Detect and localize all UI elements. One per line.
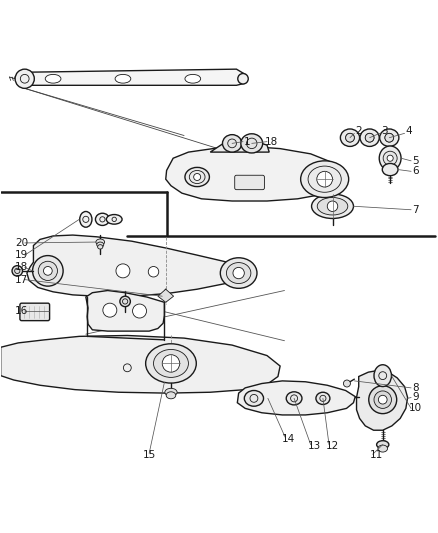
Text: 4: 4 xyxy=(406,126,412,136)
Circle shape xyxy=(103,303,117,317)
Ellipse shape xyxy=(317,198,348,215)
Polygon shape xyxy=(237,381,355,415)
Ellipse shape xyxy=(106,215,122,224)
Ellipse shape xyxy=(382,164,398,176)
Circle shape xyxy=(374,391,392,408)
Ellipse shape xyxy=(97,242,104,247)
Text: 17: 17 xyxy=(15,274,28,285)
FancyBboxPatch shape xyxy=(235,175,265,190)
Ellipse shape xyxy=(316,392,330,405)
Text: 12: 12 xyxy=(326,440,339,450)
Ellipse shape xyxy=(12,265,22,276)
Ellipse shape xyxy=(96,239,105,245)
Ellipse shape xyxy=(383,151,397,165)
Ellipse shape xyxy=(223,135,242,152)
Text: 16: 16 xyxy=(15,306,28,316)
Circle shape xyxy=(38,261,57,280)
Ellipse shape xyxy=(115,75,131,83)
Ellipse shape xyxy=(380,129,399,147)
Ellipse shape xyxy=(365,133,374,142)
Circle shape xyxy=(162,354,180,372)
Text: 2: 2 xyxy=(355,126,362,136)
Circle shape xyxy=(43,266,52,275)
Ellipse shape xyxy=(379,146,401,171)
Text: 13: 13 xyxy=(307,440,321,450)
Polygon shape xyxy=(27,69,245,85)
Circle shape xyxy=(369,386,397,414)
Circle shape xyxy=(148,266,159,277)
Circle shape xyxy=(194,174,201,181)
Ellipse shape xyxy=(378,445,388,452)
Circle shape xyxy=(133,304,147,318)
Circle shape xyxy=(317,171,332,187)
Ellipse shape xyxy=(340,129,360,147)
Ellipse shape xyxy=(153,350,188,377)
Circle shape xyxy=(343,380,350,387)
Ellipse shape xyxy=(374,365,392,386)
Text: 5: 5 xyxy=(412,156,419,166)
Ellipse shape xyxy=(300,161,349,198)
Text: 20: 20 xyxy=(15,238,28,248)
Text: 1: 1 xyxy=(244,137,251,147)
Ellipse shape xyxy=(98,245,103,249)
Polygon shape xyxy=(166,147,341,201)
Ellipse shape xyxy=(165,389,177,396)
Text: 3: 3 xyxy=(381,126,387,136)
FancyBboxPatch shape xyxy=(20,303,49,321)
Circle shape xyxy=(327,201,338,212)
Text: 18: 18 xyxy=(265,137,278,147)
Ellipse shape xyxy=(166,392,176,399)
Ellipse shape xyxy=(15,69,34,88)
Text: 11: 11 xyxy=(370,450,383,460)
Polygon shape xyxy=(357,370,408,430)
Polygon shape xyxy=(1,335,280,393)
Ellipse shape xyxy=(377,441,389,449)
Ellipse shape xyxy=(220,258,257,288)
Ellipse shape xyxy=(80,212,92,227)
Circle shape xyxy=(32,256,63,286)
Text: 14: 14 xyxy=(282,434,296,444)
Polygon shape xyxy=(210,140,269,152)
Ellipse shape xyxy=(360,129,379,147)
Text: 9: 9 xyxy=(412,392,419,402)
Circle shape xyxy=(378,395,387,404)
Ellipse shape xyxy=(241,134,263,153)
Ellipse shape xyxy=(185,75,201,83)
Circle shape xyxy=(238,74,248,84)
Ellipse shape xyxy=(244,391,264,406)
Circle shape xyxy=(233,268,244,279)
Text: 19: 19 xyxy=(15,250,28,260)
Text: 7: 7 xyxy=(412,205,419,215)
Polygon shape xyxy=(27,235,252,296)
Polygon shape xyxy=(158,289,173,302)
Circle shape xyxy=(387,155,393,161)
Circle shape xyxy=(116,264,130,278)
Ellipse shape xyxy=(185,167,209,187)
Ellipse shape xyxy=(45,75,61,83)
Ellipse shape xyxy=(226,263,251,284)
Text: 18: 18 xyxy=(15,262,28,272)
Ellipse shape xyxy=(311,194,353,219)
Ellipse shape xyxy=(286,392,302,405)
Text: 8: 8 xyxy=(412,383,419,393)
Text: 10: 10 xyxy=(409,403,422,414)
Ellipse shape xyxy=(385,133,394,142)
Text: 15: 15 xyxy=(142,450,156,460)
Ellipse shape xyxy=(346,133,354,142)
Text: 6: 6 xyxy=(412,166,419,176)
Ellipse shape xyxy=(146,344,196,383)
Polygon shape xyxy=(86,290,164,331)
Ellipse shape xyxy=(120,296,131,306)
Ellipse shape xyxy=(95,213,110,225)
